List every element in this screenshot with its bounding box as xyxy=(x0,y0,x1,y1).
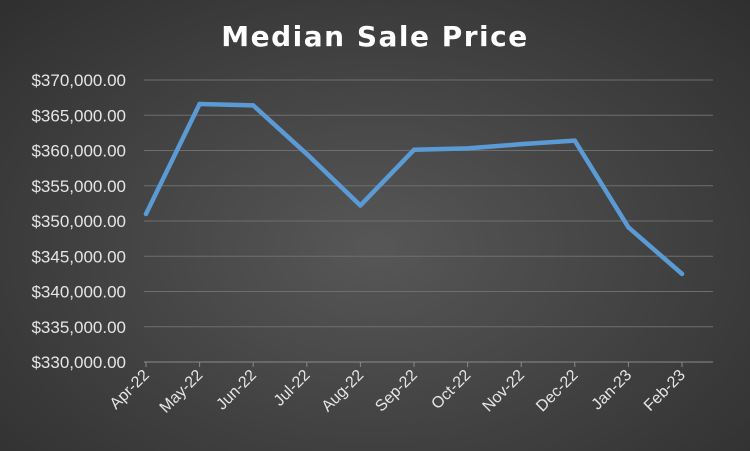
x-tick-label: Apr-22 xyxy=(107,367,153,413)
x-tick-label: Feb-23 xyxy=(641,367,689,415)
data-point xyxy=(465,146,470,151)
y-tick-label: $335,000.00 xyxy=(31,318,126,337)
series-layer xyxy=(143,101,685,277)
x-tick-label: May-22 xyxy=(157,367,207,417)
y-tick-label: $340,000.00 xyxy=(31,283,126,302)
gridlines xyxy=(144,79,713,328)
x-tick-label: Oct-22 xyxy=(428,367,474,413)
data-point xyxy=(411,147,417,152)
data-point xyxy=(626,225,631,230)
x-tick-label: Sep-22 xyxy=(372,367,421,416)
chart-title: Median Sale Price xyxy=(221,20,528,53)
x-axis-tick-labels: Apr-22 May-22 Jun-22 Jul-22 Aug-22 Sep-22 Oct-… xyxy=(107,367,689,417)
y-tick-label: $345,000.00 xyxy=(31,247,126,266)
data-point xyxy=(679,271,685,277)
data-point xyxy=(572,138,577,143)
data-point xyxy=(197,101,202,107)
x-tick-label: Jul-22 xyxy=(271,367,314,410)
x-tick-label: Jan-23 xyxy=(589,367,636,414)
data-point xyxy=(143,211,149,217)
data-point xyxy=(358,203,363,208)
x-tick-label: Jun-22 xyxy=(213,367,260,414)
y-tick-label: $330,000.00 xyxy=(31,353,126,372)
y-tick-label: $360,000.00 xyxy=(31,142,126,161)
y-axis-tick-labels: $330,000.00 $335,000.00 $340,000.00 $345,00… xyxy=(31,71,126,372)
series-line xyxy=(143,101,685,277)
y-tick-label: $365,000.00 xyxy=(31,106,126,125)
x-tick-label: Aug-22 xyxy=(319,367,368,416)
data-point xyxy=(519,141,524,147)
x-tick-label: Dec-22 xyxy=(533,367,582,416)
data-point xyxy=(304,151,309,157)
data-point xyxy=(251,103,256,108)
x-axis xyxy=(144,361,713,367)
y-tick-label: $355,000.00 xyxy=(31,177,126,196)
y-tick-label: $370,000.00 xyxy=(31,71,126,90)
x-tick-label: Nov-22 xyxy=(480,367,529,416)
y-tick-label: $350,000.00 xyxy=(31,212,126,231)
